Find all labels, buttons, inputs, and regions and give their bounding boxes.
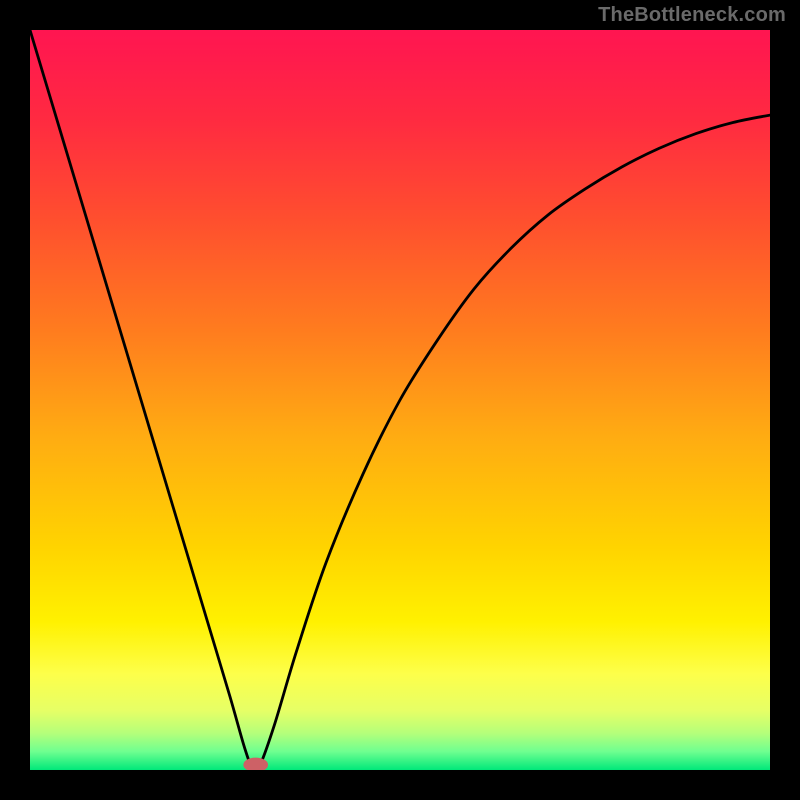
- watermark-text: TheBottleneck.com: [598, 4, 786, 27]
- chart-svg: [30, 30, 770, 770]
- plot-area: [30, 30, 770, 770]
- optimal-marker: [244, 758, 268, 770]
- figure-container: TheBottleneck.com: [0, 0, 800, 800]
